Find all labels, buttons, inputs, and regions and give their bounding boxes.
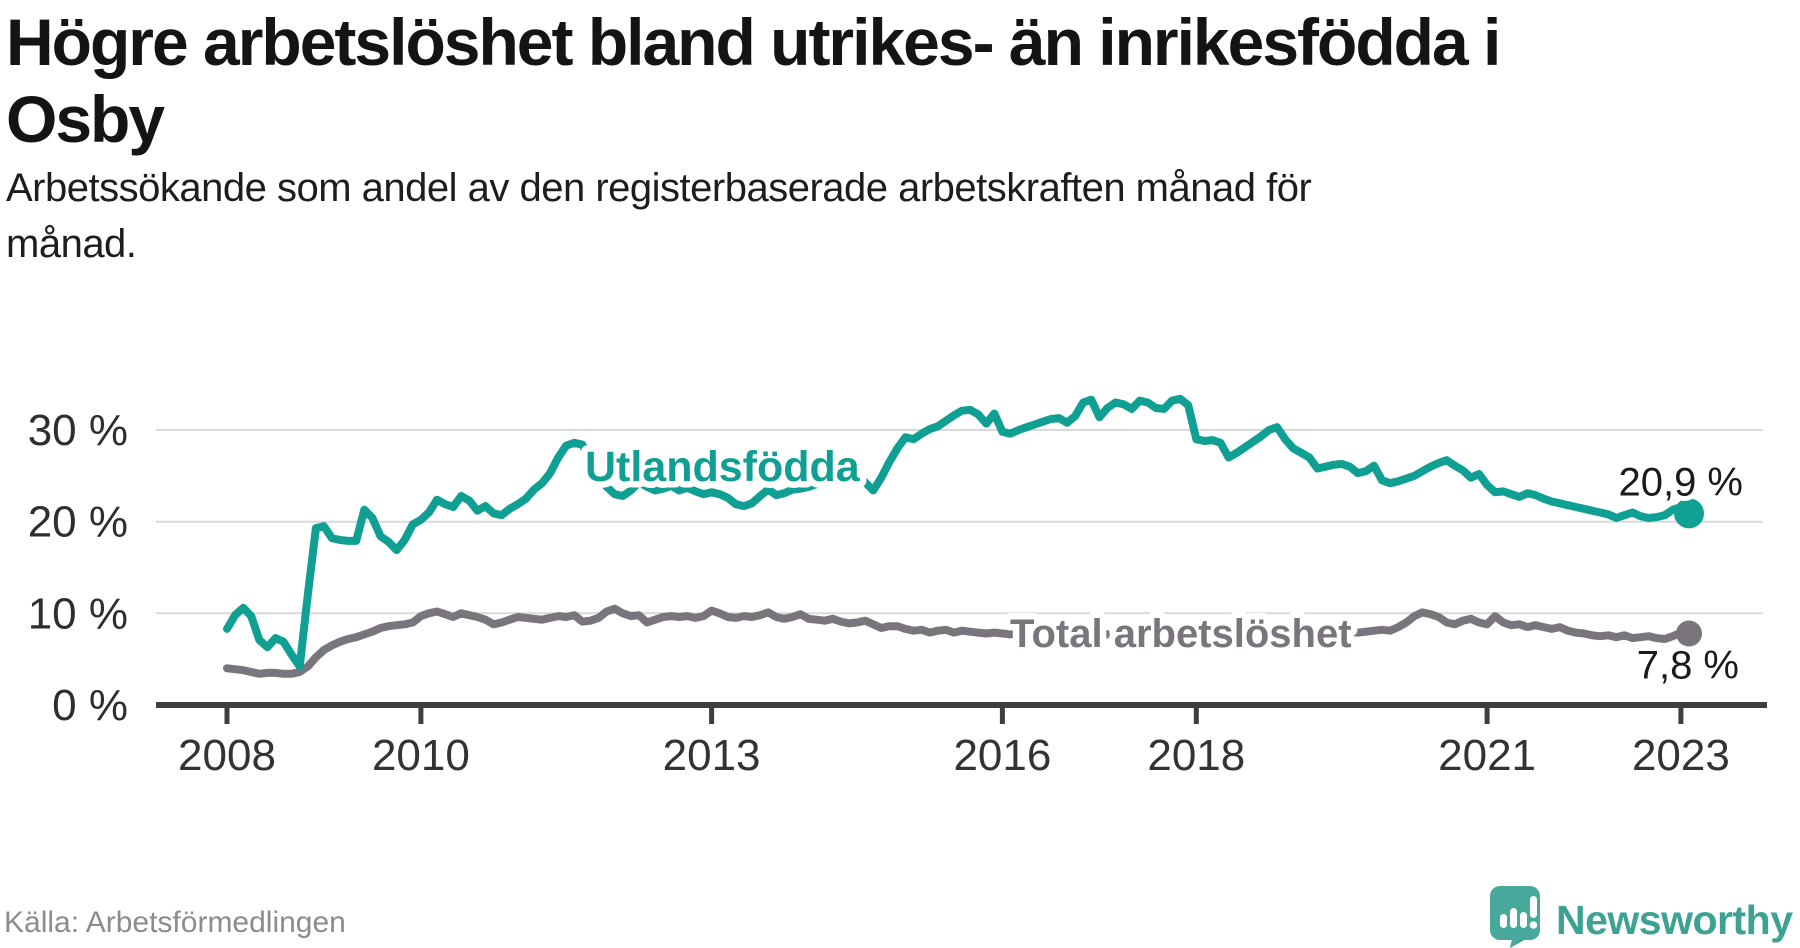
x-tick-label-2018: 2018 — [1147, 731, 1245, 780]
logo-bar-1 — [1500, 914, 1507, 928]
x-tick-label-2013: 2013 — [663, 731, 761, 780]
total-arbetsl-shet-end-value: 7,8 % — [1637, 644, 1739, 688]
logo-exclamation-dot — [1529, 921, 1538, 929]
total-arbetsl-shet-line — [223, 604, 1693, 678]
total-arbetsl-shet-end-dot — [1676, 620, 1702, 647]
x-tick-label-2023: 2023 — [1632, 731, 1730, 780]
source-note: Källa: Arbetsförmedlingen — [4, 906, 346, 939]
page-title: Högre arbetslöshet bland utrikes- än inr… — [6, 4, 1746, 158]
x-tick-label-2008: 2008 — [178, 731, 276, 780]
chart-subtitle: Arbetssökande som andel av den registerb… — [6, 160, 1506, 272]
logo-bar-3 — [1520, 912, 1527, 928]
subtitle-line-2: månad. — [6, 222, 137, 266]
x-tick-label-2021: 2021 — [1438, 731, 1536, 780]
utlandsf-dda-end-dot — [1674, 498, 1704, 529]
y-tick-label-0: 0 % — [52, 681, 128, 730]
x-tick-label-2010: 2010 — [372, 731, 470, 780]
title-line-2: Osby — [6, 82, 165, 156]
utlandsf-dda-series-label: Utlandsfödda — [585, 443, 861, 491]
y-tick-label-10: 10 % — [28, 589, 128, 638]
subtitle-line-1: Arbetssökande som andel av den registerb… — [6, 166, 1312, 210]
brand-name: Newsworthy — [1556, 897, 1793, 943]
total-arbetsl-shet-series-label: Total arbetslöshet — [1010, 612, 1352, 656]
utlandsf-dda-end-value: 20,9 % — [1618, 460, 1743, 504]
logo-exclamation-bar — [1530, 896, 1537, 918]
newsworthy-logo-icon — [1490, 886, 1540, 948]
logo-bar-2 — [1510, 908, 1517, 928]
title-line-1: Högre arbetslöshet bland utrikes- än inr… — [6, 5, 1501, 79]
y-tick-label-20: 20 % — [28, 498, 128, 547]
y-tick-label-30: 30 % — [28, 406, 128, 455]
x-tick-label-2016: 2016 — [953, 731, 1051, 780]
utlandsf-dda-line — [223, 394, 1693, 671]
